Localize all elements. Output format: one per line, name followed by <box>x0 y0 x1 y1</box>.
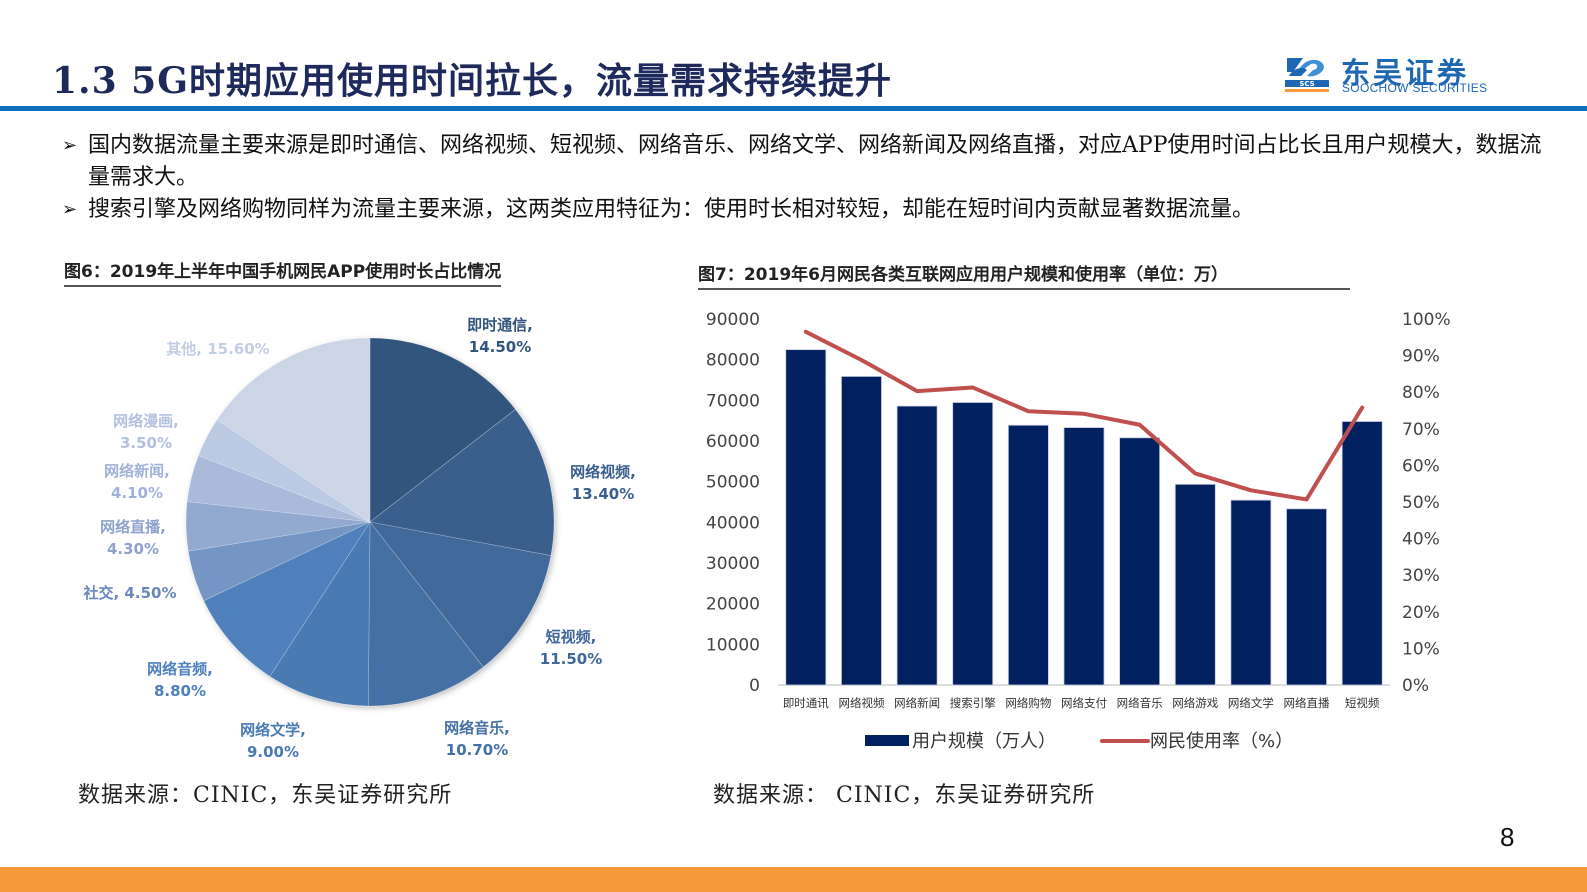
bar-user-scale <box>1341 421 1383 686</box>
pie-data-label: 网络直播, 4.30% <box>100 518 166 558</box>
x-category-label: 网络新闻 <box>894 696 940 710</box>
bar-user-scale <box>1174 483 1216 686</box>
footer-bar <box>0 867 1587 892</box>
figure7-title: 图7：2019年6月网民各类互联网应用用户规模和使用率（单位：万） <box>698 260 1350 290</box>
y-right-tick-label: 40% <box>1402 530 1440 550</box>
y-left-tick-label: 10000 <box>706 635 760 655</box>
y-left-tick-label: 20000 <box>706 595 760 615</box>
x-category-label: 网络文学 <box>1228 696 1274 710</box>
bullet-item: ➢ 国内数据流量主要来源是即时通信、网络视频、短视频、网络音乐、网络文学、网络新… <box>62 130 1542 194</box>
y-left-tick-label: 80000 <box>706 351 760 371</box>
bar-user-scale <box>1007 424 1049 686</box>
y-right-tick-label: 20% <box>1402 603 1440 623</box>
bullet-list: ➢ 国内数据流量主要来源是即时通信、网络视频、短视频、网络音乐、网络文学、网络新… <box>62 130 1542 226</box>
pie-chart: 即时通信, 14.50% 网络视频, 13.40% 短视频, 11.50% 网络音乐, 10.… <box>0 290 690 761</box>
line-usage-rate <box>803 329 1365 502</box>
pie-slice <box>369 337 516 523</box>
bar-user-scale <box>952 402 994 686</box>
y-right-tick-label: 60% <box>1402 456 1440 476</box>
y-right-tick-label: 90% <box>1402 347 1440 367</box>
arrow-bullet-icon: ➢ <box>62 135 78 156</box>
y-left-tick-label: 0 <box>749 676 760 696</box>
y-left-tick-label: 90000 <box>706 310 760 330</box>
logo-english-name: SOOCHOW SECURITIES <box>1342 81 1488 95</box>
bar-user-scale <box>1119 437 1161 686</box>
pie-slice <box>203 521 371 677</box>
pie-data-label: 网络视频, 13.40% <box>570 463 636 503</box>
x-category-label: 网络支付 <box>1061 696 1107 710</box>
x-category-label: 网络直播 <box>1284 696 1330 710</box>
y-left-tick-label: 70000 <box>706 391 760 411</box>
x-category-label: 网络音乐 <box>1117 696 1163 710</box>
page-number: 8 <box>1500 822 1515 852</box>
svg-text:用户规模（万人）: 用户规模（万人） <box>912 731 1056 752</box>
chart-legend: 用户规模（万人） 网民使用率（%） <box>865 731 1293 752</box>
pie-chart-svg <box>185 337 555 707</box>
x-category-label: 搜索引擎 <box>950 696 996 710</box>
soochow-logo-icon: SCS <box>1285 58 1329 92</box>
bar-user-scale <box>1230 499 1272 686</box>
svg-text:网民使用率（%）: 网民使用率（%） <box>1150 731 1293 752</box>
y-right-tick-label: 80% <box>1402 383 1440 403</box>
pie-data-label: 网络文学, 9.00% <box>240 721 306 761</box>
y-right-tick-label: 10% <box>1402 639 1440 659</box>
pie-slice <box>369 521 552 668</box>
pie-data-label: 即时通信, 14.50% <box>467 316 533 356</box>
figure6-title: 图6：2019年上半年中国手机网民APP使用时长占比情况 <box>64 257 502 287</box>
y-left-tick-label: 40000 <box>706 513 760 533</box>
x-category-label: 网络游戏 <box>1172 696 1218 710</box>
pie-data-label: 网络音乐, 10.70% <box>444 719 510 759</box>
y-left-tick-label: 30000 <box>706 554 760 574</box>
svg-text:SCS: SCS <box>1299 80 1314 88</box>
pie-data-label: 其他, 15.60% <box>166 340 270 358</box>
pie-data-label: 网络新闻, 4.10% <box>104 462 170 502</box>
bullet-text: 搜索引擎及网络购物同样为流量主要来源，这两类应用特征为：使用时长相对较短，却能在… <box>88 197 1255 222</box>
logo-chinese-name: 东吴证券 <box>1341 56 1470 90</box>
arrow-bullet-icon: ➢ <box>62 199 78 220</box>
bullet-text: 国内数据流量主要来源是即时通信、网络视频、短视频、网络音乐、网络文学、网络新闻及… <box>88 133 1542 190</box>
x-category-label: 即时通讯 <box>783 696 829 710</box>
y-right-tick-label: 50% <box>1402 493 1440 513</box>
y-right-tick-label: 70% <box>1402 420 1440 440</box>
y-right-tick-label: 0% <box>1402 676 1429 696</box>
pie-slice <box>369 408 555 557</box>
pie-data-label: 社交, 4.50% <box>83 584 177 602</box>
pie-data-label: 网络漫画, 3.50% <box>113 412 179 452</box>
pie-data-label: 网络音频, 8.80% <box>147 660 213 700</box>
y-left-tick-label: 60000 <box>706 432 760 452</box>
figure7-source: 数据来源： CINIC，东吴证券研究所 <box>713 783 1096 808</box>
figure6-source: 数据来源：CINIC，东吴证券研究所 <box>78 783 453 808</box>
bar-user-scale <box>1063 427 1105 686</box>
y-right-tick-label: 100% <box>1402 310 1451 330</box>
bar-user-scale <box>785 349 827 686</box>
combo-chart: 90000 80000 70000 60000 50000 40000 30000 20000… <box>690 295 1490 765</box>
pie-slice <box>269 520 371 707</box>
title-divider <box>0 106 1587 111</box>
pie-slice <box>367 521 484 707</box>
x-category-label: 短视频 <box>1345 696 1380 710</box>
bar-user-scale <box>1286 508 1327 686</box>
x-category-label: 网络购物 <box>1005 696 1051 710</box>
bar-user-scale <box>896 405 938 686</box>
x-category-label: 网络视频 <box>838 696 884 710</box>
bar-user-scale <box>841 376 882 686</box>
pie-slice <box>216 337 371 523</box>
pie-data-label: 短视频, 11.50% <box>539 628 603 668</box>
page-title: 1.3 5G时期应用使用时间拉长，流量需求持续提升 <box>52 60 892 102</box>
y-right-tick-label: 30% <box>1402 566 1440 586</box>
bullet-item: ➢ 搜索引擎及网络购物同样为流量主要来源，这两类应用特征为：使用时长相对较短，却… <box>62 194 1542 226</box>
combo-chart-svg: 90000 80000 70000 60000 50000 40000 30000 20000… <box>706 310 1451 752</box>
company-logo: SCS 东吴证券 SOOCHOW SECURITIES <box>1283 54 1513 96</box>
y-left-tick-label: 50000 <box>706 473 760 493</box>
